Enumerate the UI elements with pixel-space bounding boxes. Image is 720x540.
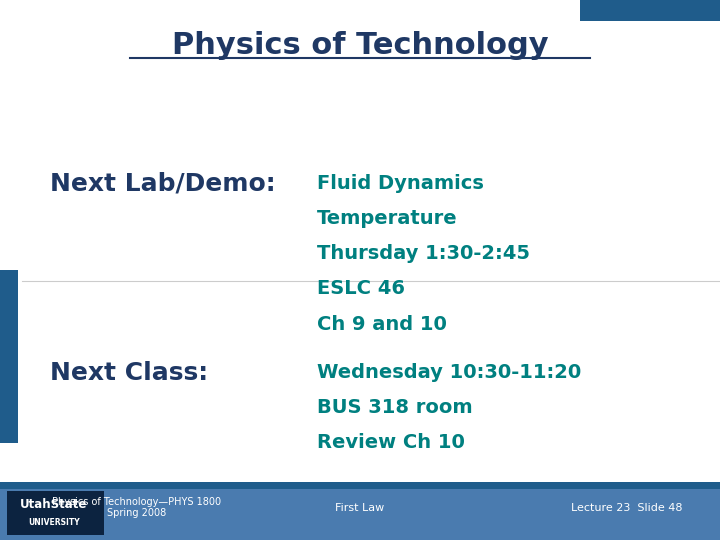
Text: Next Lab/Demo:: Next Lab/Demo:: [50, 172, 276, 195]
Text: UNIVERSITY: UNIVERSITY: [28, 518, 80, 526]
FancyBboxPatch shape: [580, 0, 720, 21]
FancyBboxPatch shape: [0, 270, 18, 443]
FancyBboxPatch shape: [7, 491, 104, 535]
Text: Review Ch 10: Review Ch 10: [317, 433, 464, 453]
Text: Thursday 1:30-2:45: Thursday 1:30-2:45: [317, 244, 530, 264]
Text: Next Class:: Next Class:: [50, 361, 209, 384]
Text: Physics of Technology: Physics of Technology: [171, 31, 549, 60]
Text: BUS 318 room: BUS 318 room: [317, 398, 472, 417]
Text: First Law: First Law: [336, 503, 384, 512]
Text: Ch 9 and 10: Ch 9 and 10: [317, 314, 446, 334]
Text: Temperature: Temperature: [317, 209, 457, 228]
Text: Fluid Dynamics: Fluid Dynamics: [317, 174, 484, 193]
FancyBboxPatch shape: [0, 486, 720, 540]
Text: UtahState: UtahState: [20, 498, 88, 511]
Text: ESLC 46: ESLC 46: [317, 279, 405, 299]
Text: Lecture 23  Slide 48: Lecture 23 Slide 48: [571, 503, 682, 512]
Text: Wednesday 10:30-11:20: Wednesday 10:30-11:20: [317, 363, 581, 382]
Text: Physics of Technology—PHYS 1800
Spring 2008: Physics of Technology—PHYS 1800 Spring 2…: [53, 497, 221, 518]
FancyBboxPatch shape: [0, 482, 720, 489]
